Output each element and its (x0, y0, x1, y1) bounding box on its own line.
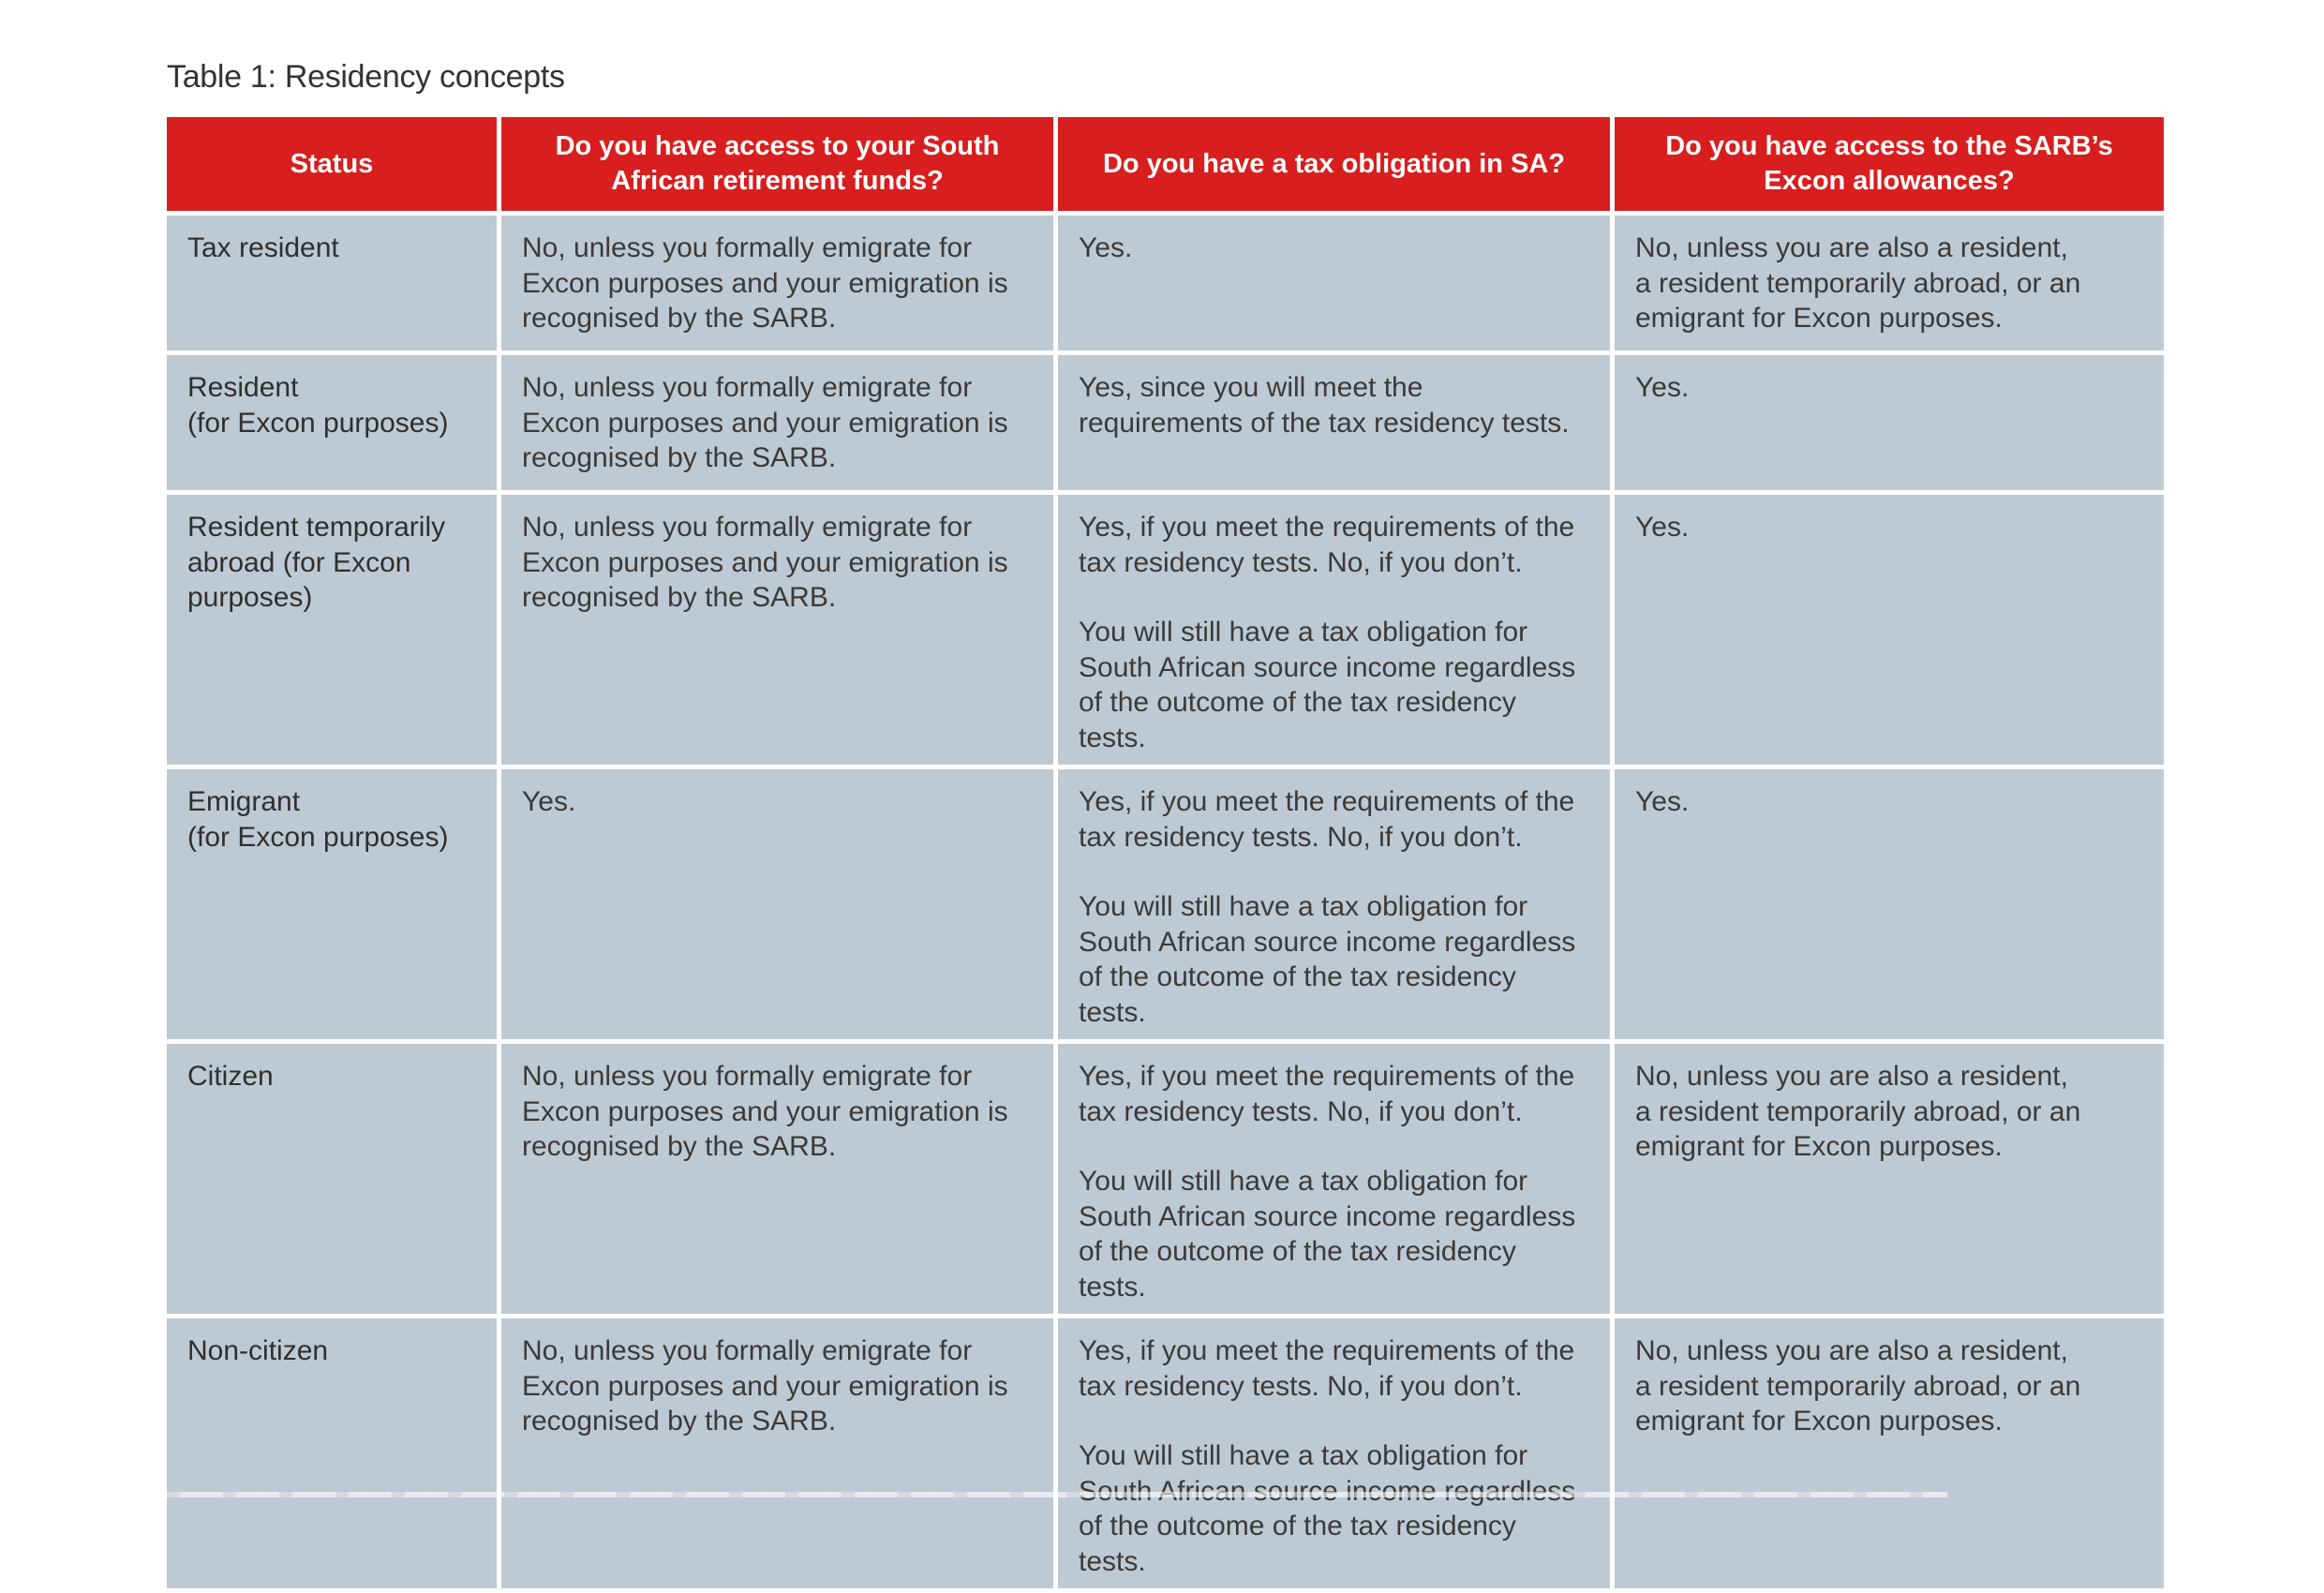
header-tax-obligation: Do you have a tax obligation in SA? (1058, 117, 1610, 211)
cell-text: Yes. (1635, 372, 1690, 403)
document-page: Table 1: Residency concepts Status Do yo… (167, 54, 2164, 1593)
cell-text: Yes, since you will meet the requirement… (1079, 372, 1570, 439)
cell-text: Yes, if you meet the requirements of the… (1079, 1061, 1575, 1127)
excon-cell: No, unless you are also a resident, a re… (1615, 1318, 2164, 1588)
table-caption: Table 1: Residency concepts (167, 59, 565, 95)
cell-text: Yes. (1635, 512, 1690, 543)
cell-text: Yes, if you meet the requirements of the… (1079, 512, 1575, 578)
cell-text: Yes, if you meet the requirements of the… (1079, 786, 1575, 853)
table-row: Tax resident No, unless you formally emi… (167, 216, 2164, 350)
cell-text: You will still have a tax obligation for… (1079, 1166, 1576, 1303)
cell-text: You will still have a tax obligation for… (1079, 1440, 1576, 1577)
cell-text: Yes. (1635, 786, 1690, 817)
cell-text: Yes. (522, 786, 576, 817)
cell-text: Yes, if you meet the requirements of the… (1079, 1335, 1575, 1402)
cell-text: No, unless you are also a resident, a re… (1635, 1061, 2081, 1162)
cell-text: Yes. (1079, 232, 1133, 263)
tax-cell: Yes, since you will meet the requirement… (1058, 355, 1610, 490)
cell-text: You will still have a tax obligation for… (1079, 617, 1576, 753)
cell-text: You will still have a tax obligation for… (1079, 891, 1576, 1028)
table-row: Non-citizen No, unless you formally emig… (167, 1318, 2164, 1588)
status-cell: Resident temporarily abroad (for Excon p… (167, 495, 497, 765)
table-row: Resident (for Excon purposes) No, unless… (167, 355, 2164, 490)
status-cell: Citizen (167, 1044, 497, 1314)
excon-cell: Yes. (1615, 355, 2164, 490)
retirement-cell: No, unless you formally emigrate for Exc… (501, 495, 1053, 765)
retirement-cell: Yes. (501, 769, 1053, 1039)
table-row: Citizen No, unless you formally emigrate… (167, 1044, 2164, 1314)
tax-cell: Yes, if you meet the requirements of the… (1058, 1044, 1610, 1314)
excon-cell: No, unless you are also a resident, a re… (1615, 1044, 2164, 1314)
cell-text: No, unless you formally emigrate for Exc… (522, 512, 1008, 613)
header-status: Status (167, 117, 497, 211)
tax-cell: Yes. (1058, 216, 1610, 350)
cell-text: Tax resident (187, 232, 339, 263)
status-cell: Tax resident (167, 216, 497, 350)
cell-text: Resident (for Excon purposes) (187, 372, 449, 439)
excon-cell: Yes. (1615, 769, 2164, 1039)
cell-text: No, unless you formally emigrate for Exc… (522, 232, 1008, 334)
retirement-cell: No, unless you formally emigrate for Exc… (501, 1044, 1053, 1314)
tax-cell: Yes, if you meet the requirements of the… (1058, 495, 1610, 765)
cell-text: Non-citizen (187, 1335, 329, 1366)
retirement-cell: No, unless you formally emigrate for Exc… (501, 216, 1053, 350)
residency-table: Status Do you have access to your South … (162, 112, 2168, 1593)
status-cell: Resident (for Excon purposes) (167, 355, 497, 490)
table-header-row: Status Do you have access to your South … (167, 117, 2164, 211)
header-excon-access: Do you have access to the SARB’s Excon a… (1615, 117, 2164, 211)
cell-text: Emigrant (for Excon purposes) (187, 786, 449, 853)
cell-text: No, unless you formally emigrate for Exc… (522, 372, 1008, 473)
status-cell: Emigrant (for Excon purposes) (167, 769, 497, 1039)
tax-cell: Yes, if you meet the requirements of the… (1058, 1318, 1610, 1588)
cell-text: No, unless you formally emigrate for Exc… (522, 1061, 1008, 1162)
cell-text: No, unless you are also a resident, a re… (1635, 1335, 2081, 1437)
cell-text: No, unless you formally emigrate for Exc… (522, 1335, 1008, 1437)
tax-cell: Yes, if you meet the requirements of the… (1058, 769, 1610, 1039)
excon-cell: Yes. (1615, 495, 2164, 765)
excon-cell: No, unless you are also a resident, a re… (1615, 216, 2164, 350)
retirement-cell: No, unless you formally emigrate for Exc… (501, 1318, 1053, 1588)
cropped-footer-text (167, 1492, 1947, 1497)
retirement-cell: No, unless you formally emigrate for Exc… (501, 355, 1053, 490)
header-retirement-access: Do you have access to your South African… (501, 117, 1053, 211)
cell-text: No, unless you are also a resident, a re… (1635, 232, 2081, 334)
table-row: Emigrant (for Excon purposes) Yes. Yes, … (167, 769, 2164, 1039)
cell-text: Resident temporarily abroad (for Excon p… (187, 512, 446, 613)
status-cell: Non-citizen (167, 1318, 497, 1588)
cell-text: Citizen (187, 1061, 274, 1092)
table-row: Resident temporarily abroad (for Excon p… (167, 495, 2164, 765)
